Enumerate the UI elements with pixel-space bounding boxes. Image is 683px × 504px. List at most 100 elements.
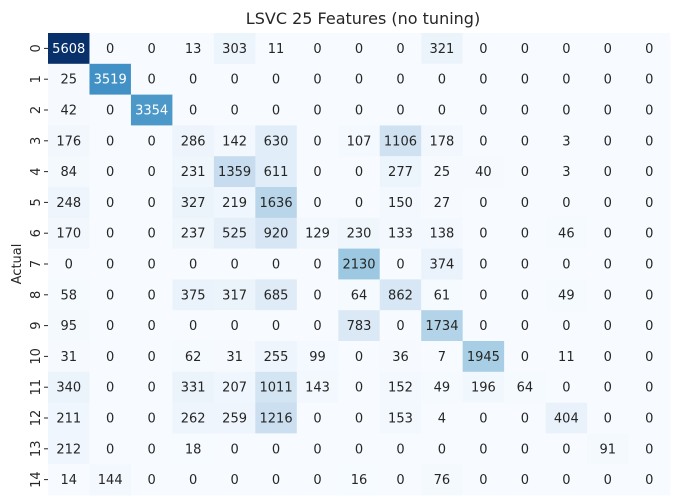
cell-value-label-r14-c11: 0: [521, 473, 529, 488]
cell-value-label-r10-c5: 255: [264, 350, 289, 365]
heatmap-cell-r4-c11: [504, 156, 547, 188]
cell-value-label-r0-c5: 11: [268, 42, 285, 57]
cell-value-label-r14-c12: 0: [562, 473, 570, 488]
cell-value-label-r7-c1: 0: [106, 258, 114, 273]
cell-value-label-r7-c2: 0: [148, 258, 156, 273]
heatmap-cell-r11-c2: [130, 371, 173, 404]
heatmap-cell-r1-c13: [587, 63, 630, 96]
heatmap-cell-r6-c11: [504, 217, 547, 250]
cell-value-label-r10-c3: 62: [185, 350, 202, 365]
cell-value-label-r9-c6: 0: [313, 319, 321, 334]
heatmap-cell-r7-c3: [172, 248, 215, 280]
heatmap-cell-r10-c14: [628, 341, 671, 373]
heatmap-cell-r0-c8: [379, 33, 422, 65]
cell-value-label-r5-c6: 0: [313, 196, 321, 211]
cell-value-label-r0-c3: 13: [185, 42, 202, 57]
cell-value-label-r2-c0: 42: [60, 104, 77, 119]
heatmap-cell-r0-c6: [296, 33, 339, 65]
heatmap-cell-r3-c5: [255, 125, 298, 157]
heatmap-cell-r1-c0: [48, 63, 90, 96]
heatmap-cell-r4-c0: [48, 156, 90, 188]
heatmap-cell-r14-c3: [172, 464, 215, 496]
cell-value-label-r14-c7: 16: [351, 473, 368, 488]
cell-value-label-r13-c12: 0: [562, 442, 570, 457]
heatmap-cell-r2-c10: [462, 94, 505, 126]
cell-value-label-r9-c12: 0: [562, 319, 570, 334]
heatmap-cell-r14-c4: [213, 464, 256, 496]
heatmap-cell-r8-c1: [89, 279, 132, 311]
heatmap-cell-r11-c14: [628, 371, 671, 404]
cell-value-label-r4-c5: 611: [264, 165, 289, 180]
cell-value-label-r10-c11: 0: [521, 350, 529, 365]
cell-value-label-r8-c3: 375: [181, 288, 206, 303]
heatmap-cell-r0-c1: [89, 33, 132, 65]
cell-value-label-r10-c6: 99: [309, 350, 326, 365]
cell-value-label-r12-c11: 0: [521, 412, 529, 427]
heatmap-cell-r8-c2: [130, 279, 173, 311]
heatmap-cell-r5-c13: [587, 187, 630, 219]
heatmap-cell-r10-c11: [504, 341, 547, 373]
heatmap-cell-r10-c9: [421, 341, 464, 373]
cell-value-label-r7-c13: 0: [604, 258, 612, 273]
cell-value-label-r13-c6: 0: [313, 442, 321, 457]
heatmap-cell-r2-c6: [296, 94, 339, 126]
heatmap-cell-r10-c10: [462, 341, 505, 373]
cell-value-label-r8-c14: 0: [645, 288, 653, 303]
y-axis-label: Actual: [10, 244, 25, 285]
heatmap-cell-r13-c0: [48, 433, 90, 465]
heatmap-cell-r3-c2: [130, 125, 173, 157]
heatmap-cell-r4-c13: [587, 156, 630, 188]
cell-value-label-r11-c14: 0: [645, 381, 653, 396]
heatmap-cell-r13-c1: [89, 433, 132, 465]
heatmap-cell-r14-c6: [296, 464, 339, 496]
cell-value-label-r5-c9: 27: [434, 196, 451, 211]
cell-value-label-r2-c5: 0: [272, 104, 280, 119]
cell-value-label-r5-c11: 0: [521, 196, 529, 211]
cell-value-label-r3-c8: 1106: [384, 134, 417, 149]
heatmap-cell-r7-c11: [504, 248, 547, 280]
cell-value-label-r0-c7: 0: [355, 42, 363, 57]
heatmap-cell-r6-c5: [255, 217, 298, 250]
cell-value-label-r7-c7: 2130: [342, 258, 375, 273]
heatmap-cell-r12-c0: [48, 402, 90, 434]
cell-value-label-r0-c0: 5608: [52, 42, 85, 57]
heatmap-cell-r10-c2: [130, 341, 173, 373]
heatmap-cell-r2-c3: [172, 94, 215, 126]
heatmap-cell-r11-c9: [421, 371, 464, 404]
heatmap-cell-r14-c14: [628, 464, 671, 496]
heatmap-cell-r3-c3: [172, 125, 215, 157]
cell-value-label-r6-c2: 0: [148, 227, 156, 242]
heatmap-cell-r1-c11: [504, 63, 547, 96]
heatmap-cell-r10-c7: [338, 341, 381, 373]
cell-value-label-r9-c13: 0: [604, 319, 612, 334]
heatmap-cell-r9-c9: [421, 310, 464, 342]
heatmap-cell-r6-c9: [421, 217, 464, 250]
heatmap-cell-r11-c0: [48, 371, 90, 404]
heatmap-cells: 5608 0 0 13 303 11 0 0 0 321 0 0 0 0 025 3519 0 0 0 0 0 0 0 0 0 0…: [48, 33, 671, 496]
cell-value-label-r6-c13: 0: [604, 227, 612, 242]
heatmap-cell-r14-c12: [545, 464, 588, 496]
heatmap-cell-r6-c0: [48, 217, 90, 250]
heatmap-cell-r11-c11: [504, 371, 547, 404]
cell-value-label-r13-c1: 0: [106, 442, 114, 457]
heatmap-cell-r1-c4: [213, 63, 256, 96]
heatmap-cell-r8-c12: [545, 279, 588, 311]
cell-value-label-r7-c14: 0: [645, 258, 653, 273]
heatmap-cell-r10-c12: [545, 341, 588, 373]
cell-value-label-r10-c1: 0: [106, 350, 114, 365]
cell-value-label-r13-c13: 91: [600, 442, 617, 457]
cell-value-label-r11-c13: 0: [604, 381, 612, 396]
heatmap-cell-r2-c9: [421, 94, 464, 126]
cell-value-label-r11-c7: 0: [355, 381, 363, 396]
heatmap-cell-r12-c6: [296, 402, 339, 434]
cell-value-label-r4-c0: 84: [60, 165, 77, 180]
cell-value-label-r2-c7: 0: [355, 104, 363, 119]
cell-value-label-r4-c3: 231: [181, 165, 206, 180]
cell-value-label-r7-c11: 0: [521, 258, 529, 273]
cell-value-label-r12-c4: 259: [222, 412, 247, 427]
cell-value-label-r9-c7: 783: [347, 319, 372, 334]
heatmap-cell-r3-c1: [89, 125, 132, 157]
heatmap-cell-r12-c13: [587, 402, 630, 434]
cell-value-label-r14-c8: 0: [396, 473, 404, 488]
heatmap-cell-r12-c2: [130, 402, 173, 434]
